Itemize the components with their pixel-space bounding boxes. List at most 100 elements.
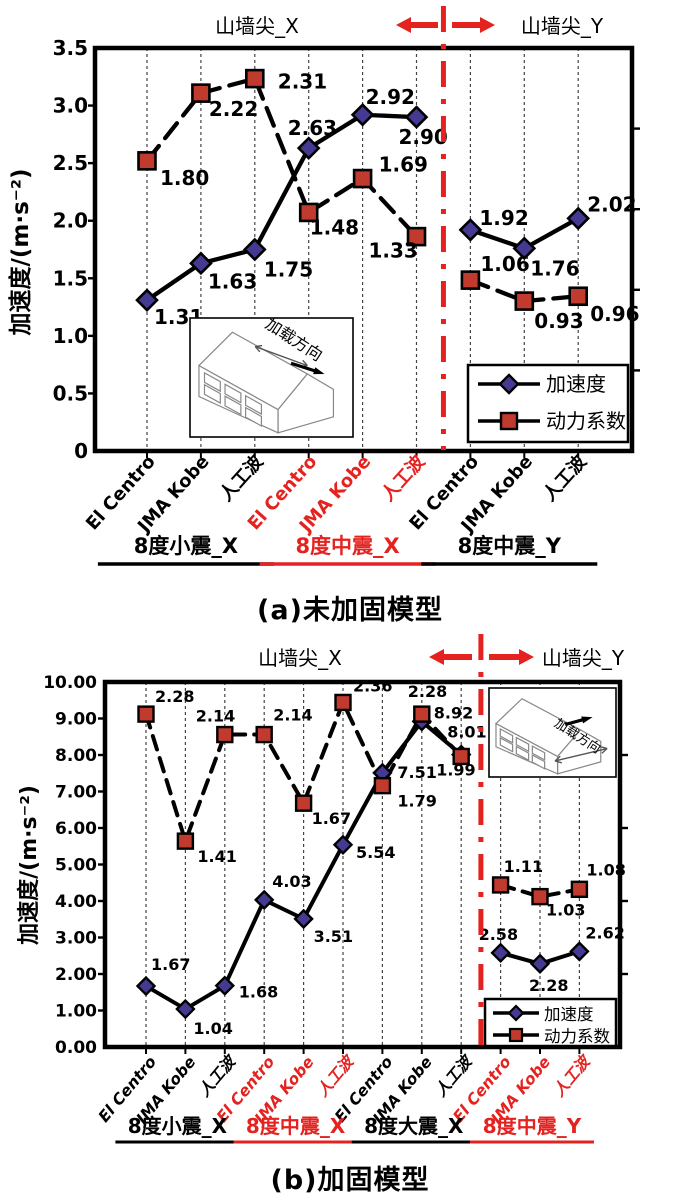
group-label: 8度中震_X [246,1114,346,1138]
data-label: 1.75 [264,258,313,282]
arrow-right-icon [480,17,495,33]
x-category-label: 人工波 [550,1051,595,1100]
data-point-square [191,83,211,103]
data-label: 2.22 [209,97,258,121]
data-label: 7.51 [397,763,436,782]
data-point-square [406,226,427,247]
group-label: 8度大震_X [364,1114,464,1138]
data-point-square [216,725,234,744]
data-point-diamond [254,889,275,911]
data-label: 1.03 [546,901,585,920]
double-arrow-head-icon [255,344,263,348]
data-point-square [491,876,510,894]
house-window [203,383,221,405]
double-arrow-head-icon [554,755,561,762]
group-label: 8度中震_Y [458,534,562,558]
house-window [515,745,530,762]
data-point-diamond [458,218,483,242]
roof-arrow-icon [581,716,593,724]
data-point-diamond [404,105,429,129]
data-point-diamond [175,998,196,1020]
arrow-left-icon [429,649,444,665]
loading-direction-arrow-line [254,345,308,367]
double-arrow-head-icon [554,760,562,764]
data-label: 1.69 [379,153,428,177]
data-point-diamond [214,975,235,996]
data-label: 1.67 [151,955,190,974]
y-tick-label: 8.00 [55,746,97,766]
chart-b: 10.00 9.00 8.00 7.00 6.00 5.00 4.00 3.00 2.00 1.0… [16,634,628,1144]
data-point-diamond [189,251,213,276]
data-label: 1.08 [586,860,625,879]
house-window [224,395,242,416]
data-point-square [176,832,195,850]
double-arrow-head-icon [601,748,608,754]
house-window [515,736,530,753]
y-axis-title: 加速度/(m·s⁻²) [7,168,34,336]
legend-item-label: 加速度 [546,372,606,396]
data-point-square [452,747,470,766]
legend-box [483,997,618,1048]
legend-item-label: 动力系数 [544,1027,611,1046]
data-point-diamond [135,288,159,313]
house-window [499,728,514,744]
data-point-square [298,202,319,223]
y-tick-label: 0.5 [53,381,88,405]
x-category-label: 人工波 [215,450,268,506]
house-window [203,371,221,393]
data-label: 2.14 [273,706,312,725]
arrow-right-icon [519,649,534,665]
data-point-square [568,286,589,307]
x-category-label: 人工波 [377,450,430,506]
data-point-square [460,270,481,290]
data-point-square [334,693,352,712]
data-label: 1.68 [239,983,278,1002]
data-point-square [137,151,157,171]
data-point-square [570,880,589,899]
data-label: 1.76 [530,256,579,280]
caption-a: (a)未加固模型 [257,595,443,626]
data-point-diamond [296,136,321,161]
data-point-diamond [350,102,375,127]
y-tick-label: 3.0 [53,94,88,118]
data-label: 1.48 [310,215,359,239]
y-tick-label: 1.00 [55,1002,97,1022]
data-label: 2.92 [366,85,415,109]
data-label: 2.14 [196,707,235,726]
data-point-diamond [332,834,354,855]
data-label: 1.67 [312,809,351,828]
data-point-diamond [512,236,537,261]
y-tick-label: 2.0 [53,209,88,233]
legend-square-icon [499,411,519,431]
data-label: 1.79 [397,792,436,811]
data-label: 1.41 [197,847,236,866]
data-label: 2.36 [353,676,392,695]
legend-diamond-icon [507,1004,525,1022]
caption-b: (b)加固模型 [270,1165,430,1196]
data-label: 0.93 [534,309,583,333]
y-axis-title: 加速度/(m·s⁻²) [16,785,42,946]
y-tick-label: 3.5 [53,36,88,60]
roof-arrow-icon [313,367,325,375]
data-label: 2.62 [585,923,624,942]
data-point-square [245,68,265,89]
y-tick-label: 9.00 [55,710,97,730]
data-point-diamond [293,908,314,930]
loading-direction-arrow-line [554,747,608,762]
legend-square-icon [508,1027,524,1043]
wall-title-right: 山墙尖_Y [542,646,625,670]
data-label: 8.01 [447,723,486,742]
y-tick-label: 4.00 [55,892,97,912]
data-point-square [373,776,392,795]
house-window [499,736,514,753]
data-label: 1.92 [479,206,528,230]
group-label: 8度小震_X [128,1114,228,1138]
series-line-square [498,882,582,899]
data-label: 0.96 [590,302,639,326]
house-window [245,394,263,416]
double-arrow-head-icon [302,359,308,367]
data-point-square [352,168,373,189]
data-point-diamond [569,941,590,962]
data-point-square [294,794,313,812]
